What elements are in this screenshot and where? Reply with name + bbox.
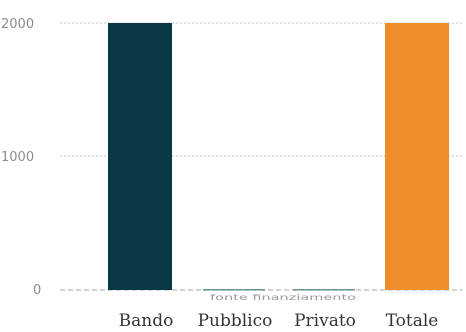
x-axis-caption: fonte finanziamento — [210, 293, 356, 302]
y-tick-label-0: 0 — [33, 283, 41, 298]
bar-totale — [385, 23, 449, 290]
category-label-pubblico: Pubblico — [198, 311, 273, 331]
bar-bando — [108, 23, 172, 290]
category-label-bando: Bando — [119, 311, 174, 331]
category-label-totale: Totale — [386, 311, 439, 331]
category-label-privato: Privato — [294, 311, 356, 331]
y-tick-label-2000: 2000 — [1, 17, 34, 32]
y-tick-label-1000: 1000 — [1, 150, 34, 165]
y-tick-labels: 2000 1000 0 — [1, 17, 41, 298]
bar-series — [108, 23, 449, 291]
bar-pubblico — [203, 289, 265, 291]
x-category-labels: Bando Pubblico Privato Totale — [119, 311, 439, 331]
bar-privato — [293, 289, 355, 291]
